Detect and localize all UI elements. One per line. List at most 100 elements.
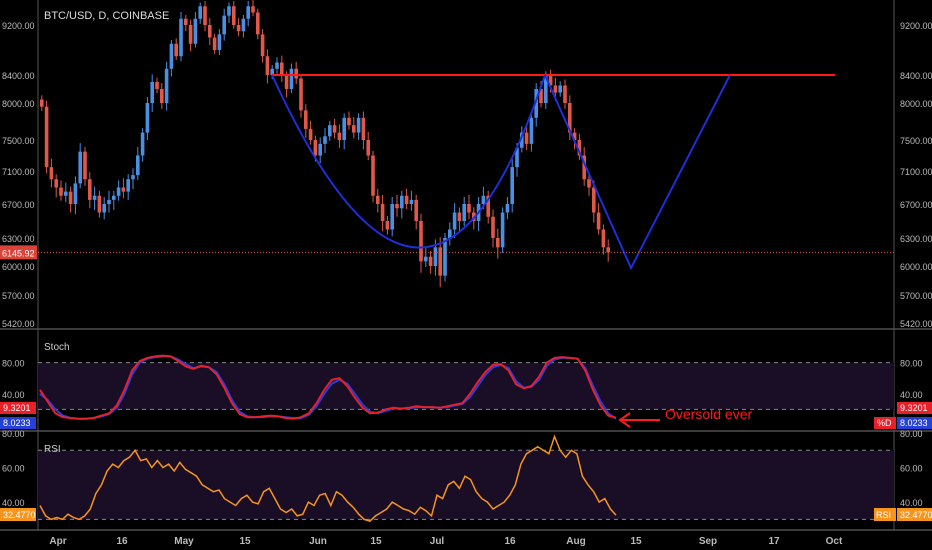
last-price-tag-left [0,245,37,260]
candle-body [116,187,121,196]
candle-body [390,204,394,230]
candle-body [308,128,313,140]
candle-body [376,195,380,204]
candle-body [299,78,303,111]
price-panel[interactable] [38,0,894,327]
candle-body [563,85,567,103]
candle-body [500,212,505,248]
candle-body [136,155,140,176]
x-tick-label: Oct [826,536,843,547]
rsi-label: RSI [44,444,61,455]
candle-body [92,195,97,200]
stoch-tick-left: 40.00 [2,390,25,400]
handle-projection [544,74,731,271]
candle-body [544,75,548,103]
candle-body [601,229,606,248]
price-tick-left: 8000.00 [2,99,35,109]
price-tick-left: 5420.00 [2,319,35,329]
candle-body [596,212,601,230]
stoch-d-value-right: 8.0233 [900,418,928,428]
price-tick-right: 9200.00 [900,21,932,31]
x-tick-label: Jul [430,536,445,547]
candle-body [241,18,246,32]
candle-body [131,175,135,180]
candle-body [198,6,202,19]
candle-body [400,195,404,209]
candle-body [587,179,591,188]
x-tick-label: 15 [370,536,382,547]
candle-body [510,167,514,204]
rsi-band [38,450,894,520]
x-tick-label: Sep [699,536,717,547]
candle-body [49,167,54,180]
price-tick-left: 6300.00 [2,234,35,244]
candle-body [457,212,462,221]
candle-body [592,187,596,213]
candle-body [44,106,49,168]
candle-body [352,125,356,133]
rsi-value-left: 32.4770 [3,510,36,520]
rsi-tick-right: 40.00 [900,498,923,508]
stoch-d-name: %D [877,418,892,428]
candle-body [188,25,193,44]
candle-body [88,179,92,200]
candle-body [529,117,534,144]
price-tick-left: 7100.00 [2,167,35,177]
candle-body [40,99,44,107]
candle-body [524,132,529,144]
candle-body [232,6,236,25]
candle-body [222,15,226,35]
candle-body [539,89,543,103]
cup-curve [271,74,546,249]
x-tick-label: Aug [566,536,585,547]
candle-body [443,238,447,276]
candle-body [568,103,572,133]
candle-body [121,187,126,192]
candle-body [332,125,337,133]
price-tick-right: 5700.00 [900,291,932,301]
candle-body [515,147,519,168]
x-tick-label: 16 [116,536,128,547]
oversold-annotation: Oversold ever [665,406,752,422]
candle-body [448,229,452,238]
candle-body [203,6,207,25]
stoch-tick-right: 80.00 [900,359,923,369]
stoch-tick-right: 40.00 [900,390,923,400]
candle-body [256,12,260,35]
candle-body [395,204,399,209]
candle-body [289,68,294,89]
candle-body [280,62,284,75]
stoch-k-line [39,354,617,420]
chart-title: BTC/USD, D, COINBASE [44,10,169,22]
candle-body [107,199,111,204]
candle-body [438,247,442,276]
candle-body [160,89,164,103]
oversold-arrow [618,412,660,428]
stoch-d-value-left: 8.0233 [3,418,31,428]
stoch-d-line [39,355,617,420]
candle-body [481,195,486,204]
rsi-name: RSI [876,510,891,520]
candle-body [606,247,610,253]
candle-body [462,204,466,221]
last-price-label-left: 6145.92 [2,248,35,258]
candle-body [553,85,558,93]
price-tick-left: 9200.00 [2,21,35,31]
candle-body [337,132,342,140]
rsi-tick-left: 40.00 [2,498,25,508]
rsi-value-tag-right [897,508,932,521]
candle-body [193,18,198,44]
candle-body [520,132,524,148]
rsi-line [39,434,617,522]
stoch-d-tag-left [0,417,36,429]
price-tick-right: 8400.00 [900,71,932,81]
rsi-tick-left: 60.00 [2,464,25,474]
candle-body [294,68,298,79]
candle-body [548,75,553,86]
candle-body [265,56,270,75]
stoch-k-value-right: 9.3201 [900,403,928,413]
candle-body [304,110,308,129]
candle-body [164,68,169,103]
candle-body [236,25,241,32]
